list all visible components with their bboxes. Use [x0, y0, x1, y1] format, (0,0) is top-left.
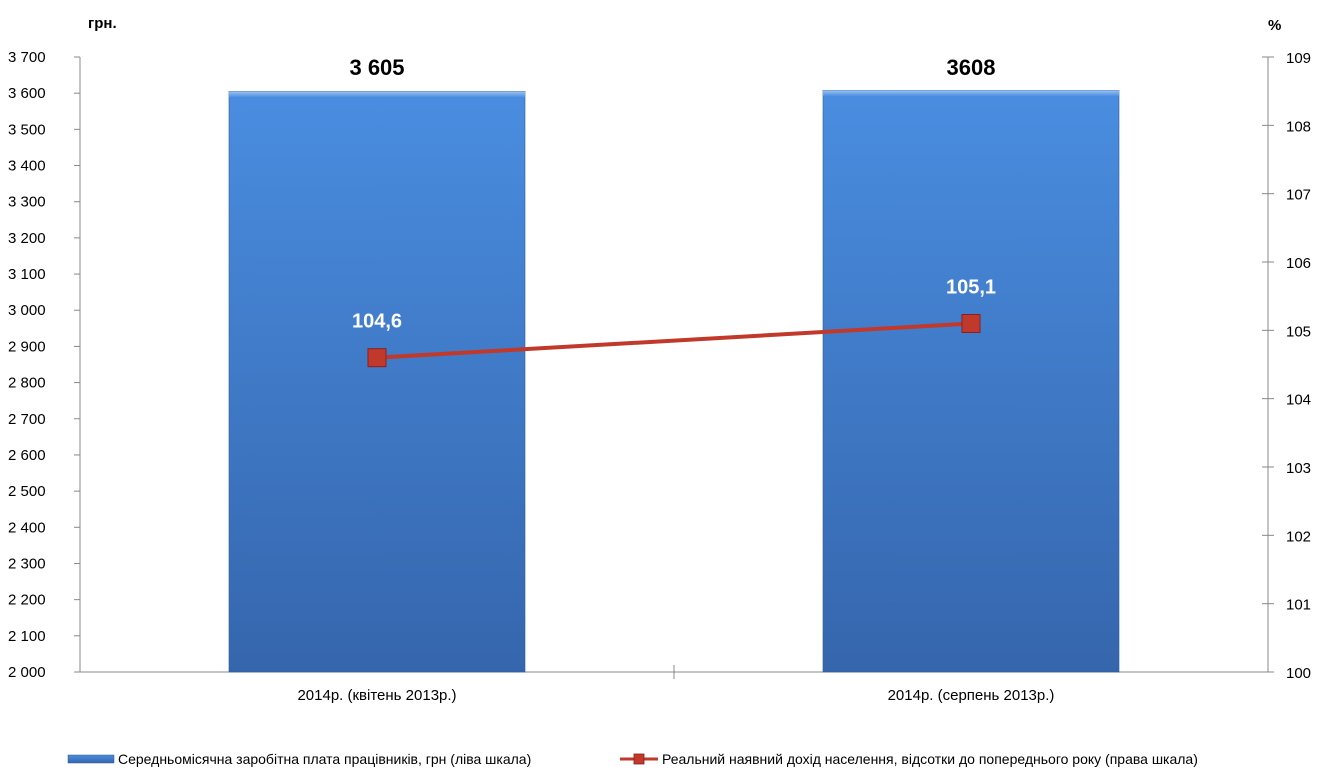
bar-2 — [822, 89, 1120, 673]
left-tick-label: 2 600 — [8, 447, 46, 464]
bar-value-label-2: 3608 — [947, 55, 996, 80]
left-tick-label: 2 300 — [8, 555, 46, 572]
right-tick-label: 108 — [1286, 118, 1311, 135]
left-tick-label: 3 100 — [8, 266, 46, 283]
left-tick-label: 3 000 — [8, 302, 46, 319]
left-axis-unit: грн. — [88, 15, 117, 32]
left-tick-label: 3 400 — [8, 158, 46, 175]
bar-1 — [228, 91, 526, 673]
right-tick-label: 100 — [1286, 665, 1311, 682]
right-tick-label: 103 — [1286, 460, 1311, 477]
line-point-2 — [961, 314, 981, 333]
legend: Середньомісячна заробітна плата працівни… — [67, 751, 1198, 767]
line-value-labels: 104,6 105,1 — [352, 277, 996, 333]
left-tick-label: 2 800 — [8, 375, 46, 392]
bar-highlight-2 — [823, 90, 1119, 97]
bar-highlight-1 — [229, 91, 525, 98]
left-tick-label: 2 700 — [8, 411, 46, 428]
left-tick-label: 3 700 — [8, 49, 46, 66]
left-tick-label: 2 500 — [8, 483, 46, 500]
right-axis-unit: % — [1268, 17, 1281, 34]
category-label-2: 2014р. (серпень 2013р.) — [888, 687, 1055, 704]
left-tick-label: 3 600 — [8, 85, 46, 102]
line-value-label-1: 104,6 — [352, 311, 402, 333]
left-axis-ticks: 2 000 2 100 2 200 2 300 2 400 2 500 2 600 2 700… — [8, 49, 80, 681]
bar-series — [228, 89, 1120, 673]
bar-value-labels: 3 605 3608 — [349, 55, 995, 80]
right-tick-label: 105 — [1286, 323, 1311, 340]
right-tick-label: 101 — [1286, 597, 1311, 614]
category-label-1: 2014р. (квітень 2013р.) — [297, 687, 456, 704]
right-tick-label: 106 — [1286, 255, 1311, 272]
right-tick-label: 104 — [1286, 392, 1311, 409]
legend-bar-swatch — [67, 754, 115, 764]
left-tick-label: 2 900 — [8, 338, 46, 355]
left-tick-label: 2 200 — [8, 592, 46, 609]
right-tick-label: 109 — [1286, 50, 1311, 67]
bar-value-label-1: 3 605 — [349, 55, 404, 80]
right-tick-label: 107 — [1286, 187, 1311, 204]
left-tick-label: 2 100 — [8, 628, 46, 645]
line-point-1 — [367, 348, 387, 368]
left-tick-label: 2 000 — [8, 664, 46, 681]
left-tick-label: 3 300 — [8, 194, 46, 211]
income-line — [376, 321, 972, 360]
left-tick-label: 3 500 — [8, 121, 46, 138]
left-tick-label: 3 200 — [8, 230, 46, 247]
left-tick-label: 2 400 — [8, 519, 46, 536]
legend-line-label: Реальний наявний дохід населення, відсот… — [662, 751, 1198, 767]
right-tick-label: 102 — [1286, 528, 1311, 545]
legend-bar-label: Середньомісячна заробітна плата працівни… — [118, 751, 531, 767]
line-value-label-2: 105,1 — [946, 277, 996, 299]
line-series — [367, 314, 981, 368]
right-axis-ticks: 100 101 102 103 104 105 106 107 108 109 — [1262, 50, 1311, 682]
legend-line-marker — [633, 753, 645, 765]
